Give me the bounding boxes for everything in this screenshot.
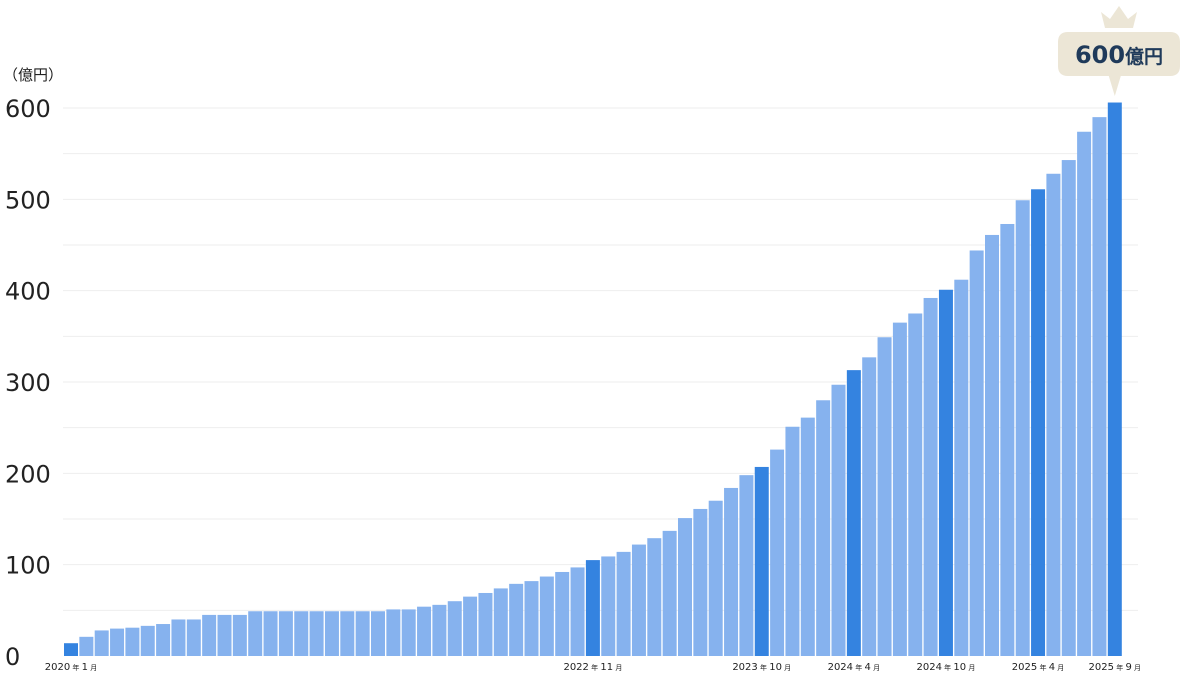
x-tick-label: 2025 年 9 月 [1089, 662, 1142, 673]
x-tick-label: 2025 年 4 月 [1012, 662, 1065, 673]
bar [110, 628, 125, 656]
bar [631, 544, 646, 656]
bar [309, 611, 324, 656]
bar [938, 289, 953, 656]
bar [555, 571, 570, 656]
bar [754, 466, 769, 656]
bar [340, 611, 355, 656]
bar [570, 567, 585, 656]
bar [140, 625, 155, 656]
bar [662, 530, 677, 656]
bar [278, 611, 293, 656]
bar [923, 297, 938, 656]
bar [724, 487, 739, 656]
bar [1092, 117, 1107, 656]
bar [985, 234, 999, 656]
bar [463, 596, 478, 656]
bar [79, 636, 94, 656]
bar [232, 614, 247, 656]
bar [601, 556, 616, 656]
bar [171, 619, 186, 656]
y-tick-label: 600 [5, 95, 51, 123]
bar [862, 357, 877, 656]
bar [892, 322, 907, 656]
bar [386, 609, 401, 656]
bar [263, 611, 278, 656]
bar [816, 400, 831, 656]
bar [524, 581, 539, 656]
x-tick-label: 2022 年 11 月 [563, 662, 622, 673]
bar [539, 576, 554, 656]
bar [509, 583, 524, 656]
peak-callout: 600億円 [1058, 6, 1180, 96]
bar [616, 551, 631, 656]
bar [693, 508, 708, 656]
bar [954, 279, 969, 656]
x-axis-labels: 2020 年 1 月 2022 年 11 月 2023 年 10 月 2024 年 4… [45, 662, 1141, 673]
bar [785, 426, 800, 656]
bar [125, 627, 140, 656]
bar [647, 538, 662, 656]
bar [202, 614, 217, 656]
bar [678, 518, 692, 656]
bar [1077, 131, 1092, 656]
y-tick-label: 200 [5, 460, 51, 488]
y-tick-label: 300 [5, 369, 51, 397]
bar [585, 560, 600, 656]
x-tick-label: 2024 年 4 月 [828, 662, 881, 673]
bars [64, 102, 1122, 657]
y-tick-label: 0 [5, 643, 20, 671]
bar [417, 606, 432, 656]
y-tick-label: 100 [5, 552, 51, 580]
bar [401, 609, 416, 656]
bar [294, 611, 309, 656]
callout-value: 600億円 [1075, 41, 1163, 69]
bar [217, 614, 232, 656]
bar [493, 588, 508, 656]
bar [447, 601, 462, 656]
bar [432, 604, 447, 656]
bar [908, 313, 923, 656]
bar [1015, 200, 1030, 656]
bar [324, 611, 339, 656]
bar [186, 619, 201, 656]
x-tick-label: 2024 年 10 月 [917, 662, 976, 673]
bar [739, 475, 754, 656]
callout-number: 600 [1075, 41, 1125, 69]
grid-lines [63, 107, 1138, 611]
bar [156, 624, 171, 656]
x-tick-label: 2023 年 10 月 [732, 662, 791, 673]
bar [877, 337, 892, 656]
bar [248, 611, 263, 656]
bar [770, 449, 785, 656]
bar [371, 611, 385, 656]
callout-bubble [1058, 32, 1180, 96]
y-tick-label: 500 [5, 186, 51, 214]
bar [1107, 102, 1122, 656]
bar [94, 630, 109, 656]
y-tick-label: 400 [5, 278, 51, 306]
bar [708, 500, 723, 656]
bar [846, 370, 861, 656]
bar [1046, 173, 1061, 656]
y-axis-unit-label: （億円） [3, 66, 63, 84]
bar [1061, 160, 1076, 656]
bar [478, 592, 493, 656]
bar [64, 643, 78, 656]
crown-icon [1101, 6, 1137, 28]
bar [831, 384, 846, 656]
bar [969, 250, 984, 657]
callout-unit: 億円 [1125, 45, 1163, 68]
bar [1031, 189, 1046, 657]
bar [355, 611, 370, 656]
x-tick-label: 2020 年 1 月 [45, 662, 98, 673]
y-axis-ticks: 0 100 200 300 400 500 600 [5, 95, 51, 671]
bar [1000, 223, 1015, 657]
bar [800, 417, 815, 656]
